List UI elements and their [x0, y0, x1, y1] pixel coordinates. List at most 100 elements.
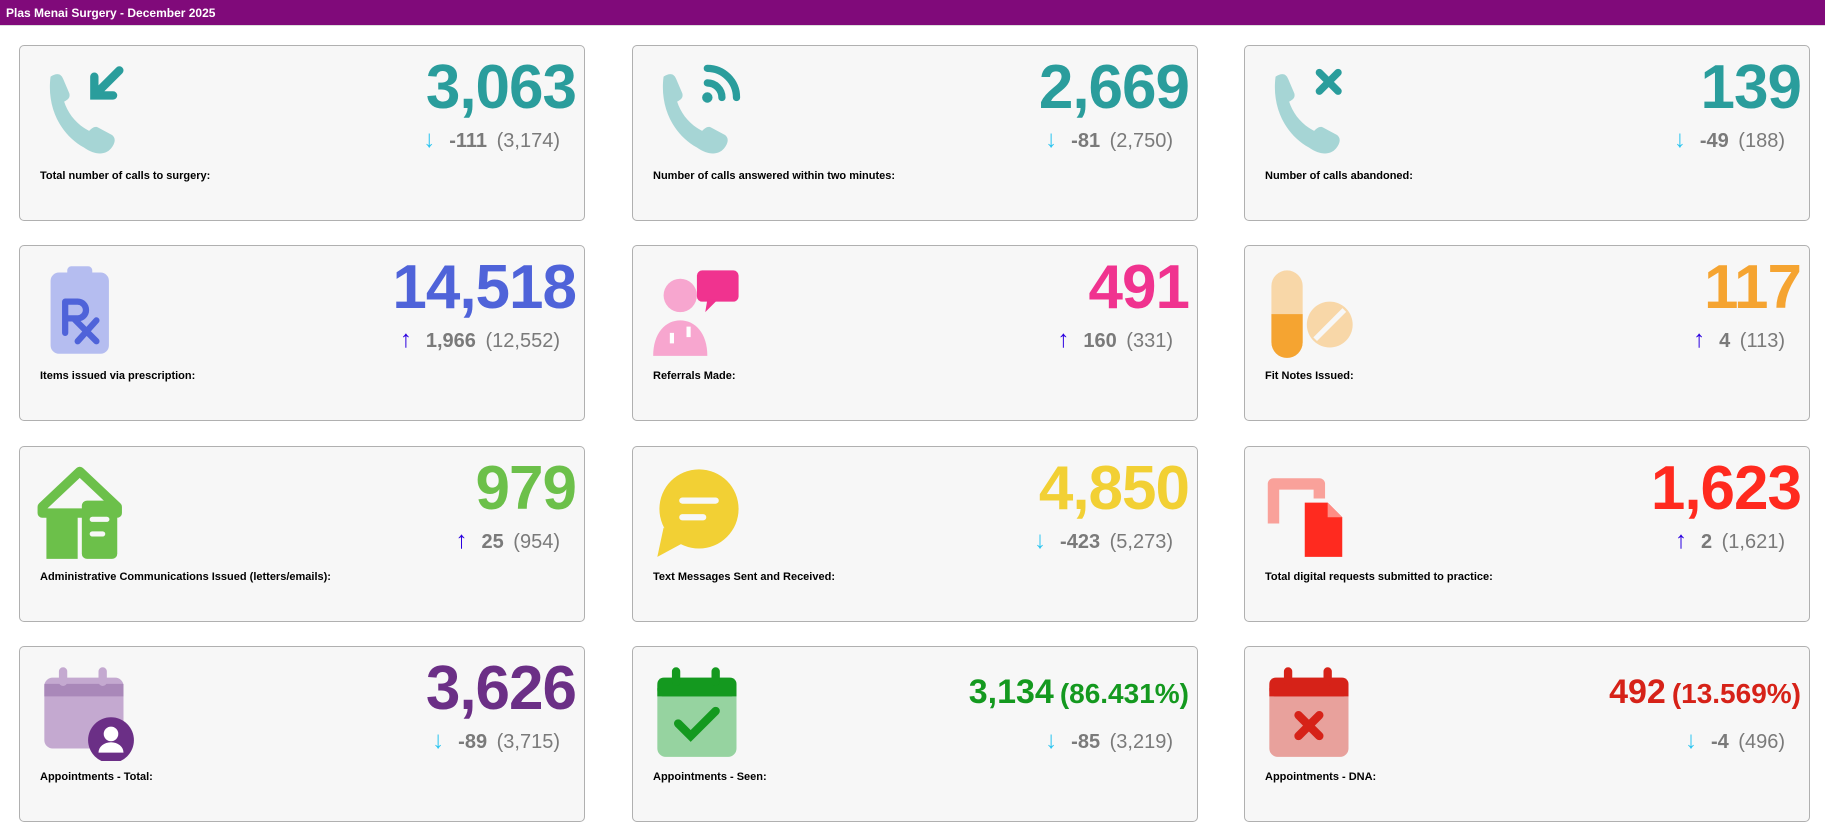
previous-value: (113): [1739, 330, 1785, 352]
kpi-card: 14,518 ↑ 1,966 (12,552) Items issued via …: [19, 245, 585, 421]
delta-value: 2: [1700, 531, 1713, 553]
previous-value: (1,621): [1721, 531, 1785, 553]
kpi-card: 3,626 ↓ -89 (3,715) Appointments - Total:: [19, 646, 585, 822]
kpi-card: 3,063 ↓ -111 (3,174) Total number of call…: [19, 45, 585, 221]
kpi-number: 2,669: [1038, 53, 1190, 122]
kpi-value: 139: [1700, 52, 1802, 123]
delta-value: -81: [1071, 130, 1101, 152]
kpi-label: Appointments - Total:: [40, 771, 153, 783]
previous-value: (954): [513, 531, 560, 553]
arrow-down-icon: ↓: [1673, 126, 1686, 153]
kpi-card: 1,623 ↑ 2 (1,621) Total digital requests …: [1244, 446, 1810, 622]
kpi-number: 979: [475, 454, 577, 523]
kpi-number: 4,850: [1038, 454, 1190, 523]
kpi-label: Fit Notes Issued:: [1265, 370, 1354, 382]
kpi-label: Total number of calls to surgery:: [40, 170, 211, 182]
arrow-up-icon: ↑: [1693, 326, 1706, 353]
kpi-value: 492 (13.569%): [1609, 673, 1801, 712]
kpi-label: Text Messages Sent and Received:: [653, 571, 835, 583]
doctor-referral-icon: [653, 270, 739, 356]
kpi-number: 139: [1700, 53, 1802, 122]
kpi-label: Number of calls abandoned:: [1265, 170, 1413, 182]
kpi-number: 3,626: [425, 654, 577, 723]
kpi-number: 492: [1609, 673, 1666, 711]
kpi-label: Appointments - DNA:: [1265, 771, 1377, 783]
arrow-up-icon: ↑: [455, 527, 468, 554]
kpi-value: 3,134 (86.431%): [969, 673, 1189, 712]
kpi-delta: ↑ 160 (331): [1057, 326, 1173, 354]
previous-value: (331): [1126, 330, 1173, 352]
arrow-down-icon: ↓: [1045, 126, 1058, 153]
kpi-percent: (13.569%): [1671, 678, 1801, 709]
message-bubble-icon: [657, 469, 739, 557]
delta-value: -111: [449, 130, 488, 152]
kpi-card: 2,669 ↓ -81 (2,750) Number of calls answe…: [632, 45, 1198, 221]
kpi-value: 979: [475, 453, 577, 524]
kpi-delta: ↓ -81 (2,750): [1045, 126, 1173, 154]
delta-value: -89: [458, 731, 488, 753]
kpi-value: 4,850: [1038, 453, 1190, 524]
kpi-delta: ↑ 2 (1,621): [1675, 527, 1785, 555]
pills-icon: [1271, 270, 1353, 358]
kpi-card: 117 ↑ 4 (113) Fit Notes Issued:: [1244, 245, 1810, 421]
kpi-card: 4,850 ↓ -423 (5,273) Text Messages Sent a…: [632, 446, 1198, 622]
arrow-up-icon: ↑: [399, 326, 412, 353]
arrow-down-icon: ↓: [1045, 727, 1058, 754]
kpi-delta: ↓ -4 (496): [1685, 727, 1785, 755]
previous-value: (5,273): [1109, 531, 1173, 553]
phone-incoming-icon: [49, 66, 124, 154]
page-title: Plas Menai Surgery - December 2025: [6, 6, 216, 20]
kpi-card: 491 ↑ 160 (331) Referrals Made:: [632, 245, 1198, 421]
delta-value: 1,966: [425, 330, 476, 352]
kpi-label: Total digital requests submitted to prac…: [1265, 571, 1493, 583]
kpi-label: Appointments - Seen:: [653, 771, 767, 783]
phone-answered-icon: [662, 64, 741, 154]
kpi-value: 2,669: [1038, 52, 1190, 123]
arrow-down-icon: ↓: [423, 126, 436, 153]
kpi-number: 3,063: [425, 53, 577, 122]
phone-missed-icon: [1274, 68, 1342, 154]
delta-value: -49: [1699, 130, 1729, 152]
kpi-number: 491: [1088, 253, 1190, 322]
delta-value: -85: [1071, 731, 1101, 753]
digital-request-icon: [1267, 478, 1343, 557]
kpi-delta: ↓ -49 (188): [1674, 126, 1785, 154]
calendar-check-icon: [657, 667, 737, 757]
arrow-down-icon: ↓: [432, 727, 445, 754]
kpi-value: 14,518: [392, 252, 577, 323]
kpi-card: 3,134 (86.431%) ↓ -85 (3,219) Appointments…: [632, 646, 1198, 822]
previous-value: (3,715): [496, 731, 560, 753]
kpi-number: 14,518: [392, 253, 577, 322]
kpi-value: 117: [1703, 252, 1802, 323]
kpi-label: Number of calls answered within two minu…: [653, 170, 896, 182]
delta-value: 160: [1083, 330, 1117, 352]
kpi-number: 3,134: [968, 673, 1054, 711]
calendar-user-icon: [44, 667, 134, 761]
kpi-number: 117: [1703, 253, 1802, 322]
prescription-icon: [50, 266, 109, 354]
calendar-x-icon: [1269, 667, 1349, 757]
kpi-delta: ↓ -423 (5,273): [1034, 527, 1173, 555]
arrow-up-icon: ↑: [1674, 527, 1687, 554]
kpi-delta: ↓ -85 (3,219): [1045, 727, 1173, 755]
kpi-card: 139 ↓ -49 (188) Number of calls abandoned…: [1244, 45, 1810, 221]
kpi-card: 979 ↑ 25 (954) Administrative Communicati…: [19, 446, 585, 622]
house-letter-icon: [37, 466, 122, 559]
previous-value: (188): [1738, 130, 1785, 152]
page-header: Plas Menai Surgery - December 2025: [0, 0, 1825, 26]
previous-value: (2,750): [1109, 130, 1173, 152]
kpi-delta: ↑ 1,966 (12,552): [400, 326, 560, 354]
arrow-down-icon: ↓: [1034, 527, 1047, 554]
delta-value: -423: [1060, 531, 1101, 553]
kpi-value: 3,626: [425, 653, 577, 724]
kpi-percent: (86.431%): [1059, 678, 1189, 709]
previous-value: (3,219): [1109, 731, 1173, 753]
kpi-label: Referrals Made:: [653, 370, 736, 382]
delta-value: 25: [481, 531, 504, 553]
arrow-down-icon: ↓: [1684, 727, 1697, 754]
kpi-number: 1,623: [1650, 454, 1802, 523]
kpi-delta: ↑ 4 (113): [1693, 326, 1785, 354]
arrow-up-icon: ↑: [1057, 326, 1070, 353]
delta-value: 4: [1719, 330, 1731, 352]
kpi-delta: ↑ 25 (954): [455, 527, 560, 555]
